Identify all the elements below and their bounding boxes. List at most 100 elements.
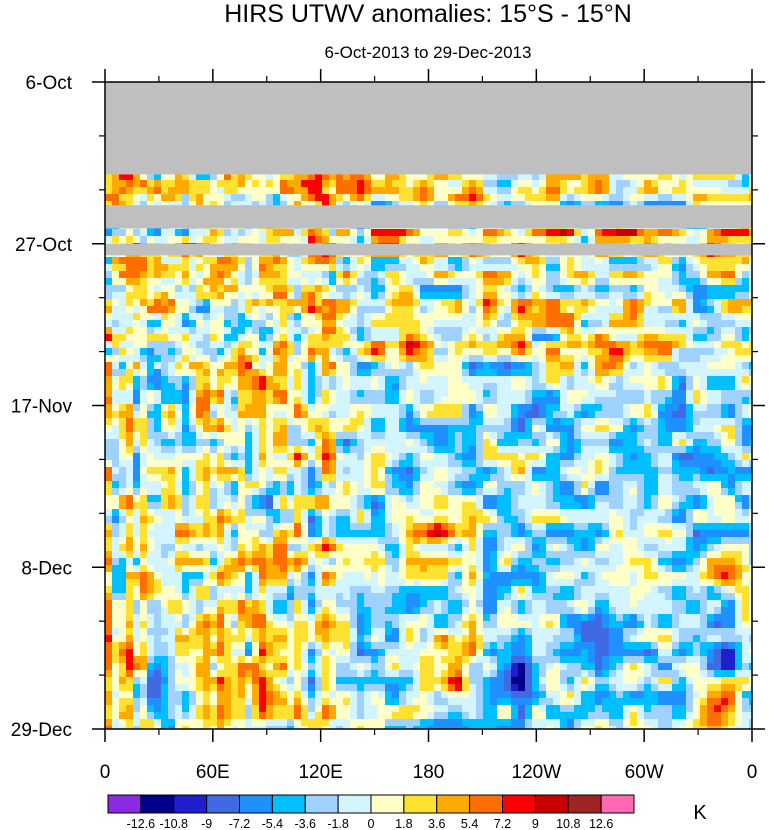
heatmap-cell xyxy=(294,404,302,412)
heatmap-cell xyxy=(735,425,743,433)
heatmap-cell xyxy=(350,327,358,335)
heatmap-cell xyxy=(231,201,239,209)
heatmap-cell xyxy=(203,446,211,454)
heatmap-cell xyxy=(427,271,435,279)
heatmap-cell xyxy=(539,369,547,377)
heatmap-cell xyxy=(742,278,750,286)
heatmap-cell xyxy=(749,404,752,412)
heatmap-cell xyxy=(476,292,484,300)
heatmap-cell xyxy=(350,432,358,440)
heatmap-cell xyxy=(147,369,155,377)
heatmap-cell xyxy=(707,320,715,328)
heatmap-cell xyxy=(560,390,568,398)
heatmap-cell xyxy=(238,271,246,279)
heatmap-cell xyxy=(686,278,694,286)
heatmap-cell xyxy=(413,341,421,349)
heatmap-cell xyxy=(707,257,715,265)
heatmap-cell xyxy=(196,362,204,370)
heatmap-cell xyxy=(581,236,589,244)
heatmap-cell xyxy=(364,306,372,314)
heatmap-cell xyxy=(441,187,449,195)
heatmap-cell xyxy=(637,229,645,237)
heatmap-cell xyxy=(238,376,246,384)
heatmap-cell xyxy=(427,355,435,363)
heatmap-cell xyxy=(686,362,694,370)
heatmap-cell xyxy=(294,299,302,307)
heatmap-cell xyxy=(490,173,498,181)
heatmap-cell xyxy=(651,236,659,244)
heatmap-cell xyxy=(735,187,743,195)
heatmap-cell xyxy=(637,404,645,412)
heatmap-cell xyxy=(238,369,246,377)
heatmap-cell xyxy=(259,439,267,447)
heatmap-cell xyxy=(455,257,463,265)
heatmap-cell xyxy=(728,334,736,342)
heatmap-cell xyxy=(336,411,344,419)
heatmap-cell xyxy=(427,299,435,307)
heatmap-cell xyxy=(672,194,680,202)
heatmap-cell xyxy=(693,397,701,405)
heatmap-cell xyxy=(154,369,162,377)
heatmap-cell xyxy=(224,390,232,398)
heatmap-cell xyxy=(168,432,176,440)
heatmap-cell xyxy=(189,313,197,321)
heatmap-cell xyxy=(469,383,477,391)
heatmap-cell xyxy=(602,306,610,314)
heatmap-cell xyxy=(518,327,526,335)
heatmap-cell xyxy=(308,292,316,300)
heatmap-cell xyxy=(175,187,183,195)
heatmap-cell xyxy=(476,257,484,265)
heatmap-cell xyxy=(182,201,190,209)
heatmap-cell xyxy=(217,383,225,391)
heatmap-cell xyxy=(280,285,288,293)
heatmap-cell xyxy=(623,432,631,440)
heatmap-cell xyxy=(469,264,477,272)
heatmap-cell xyxy=(280,411,288,419)
heatmap-cell xyxy=(182,229,190,237)
heatmap-cell xyxy=(378,376,386,384)
heatmap-cell xyxy=(693,446,701,454)
heatmap-cell xyxy=(343,439,351,447)
heatmap-cell xyxy=(567,334,575,342)
heatmap-cell xyxy=(203,369,211,377)
heatmap-cell xyxy=(721,278,729,286)
heatmap-cell xyxy=(609,285,617,293)
heatmap-cell xyxy=(588,257,596,265)
heatmap-cell xyxy=(420,299,428,307)
heatmap-cell xyxy=(539,453,547,461)
heatmap-cell xyxy=(504,264,512,272)
heatmap-cell xyxy=(560,341,568,349)
heatmap-cell xyxy=(441,425,449,433)
heatmap-cell xyxy=(644,376,652,384)
heatmap-cell xyxy=(560,271,568,279)
heatmap-cell xyxy=(588,299,596,307)
heatmap-cell xyxy=(609,334,617,342)
heatmap-cell xyxy=(609,439,617,447)
heatmap-cell xyxy=(147,383,155,391)
heatmap-cell xyxy=(112,453,120,461)
heatmap-cell xyxy=(504,446,512,454)
heatmap-cell xyxy=(301,187,309,195)
heatmap-cell xyxy=(497,320,505,328)
heatmap-cell xyxy=(588,432,596,440)
heatmap-cell xyxy=(651,187,659,195)
heatmap-cell xyxy=(679,341,687,349)
heatmap-cell xyxy=(378,229,386,237)
heatmap-cell xyxy=(728,285,736,293)
heatmap-cell xyxy=(308,453,316,461)
heatmap-cell xyxy=(112,285,120,293)
heatmap-cell xyxy=(273,334,281,342)
heatmap-cell xyxy=(707,362,715,370)
heatmap-cell xyxy=(196,313,204,321)
heatmap-cell xyxy=(427,390,435,398)
heatmap-cell xyxy=(623,383,631,391)
heatmap-cell xyxy=(329,306,337,314)
heatmap-cell xyxy=(609,369,617,377)
heatmap-cell xyxy=(315,432,323,440)
heatmap-cell xyxy=(126,285,134,293)
heatmap-cell xyxy=(112,334,120,342)
heatmap-cell xyxy=(567,383,575,391)
heatmap-cell xyxy=(623,404,631,412)
heatmap-cell xyxy=(175,362,183,370)
heatmap-cell xyxy=(399,425,407,433)
